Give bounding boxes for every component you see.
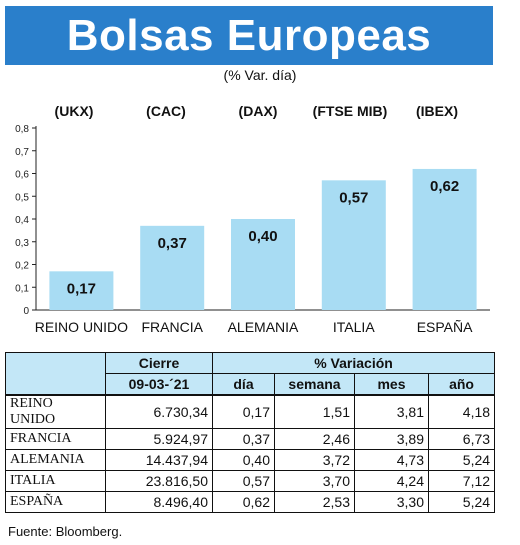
row-dia: 0,62	[212, 491, 275, 513]
header-semana: semana	[274, 373, 355, 396]
row-semana: 3,70	[274, 470, 355, 492]
bar	[140, 225, 205, 310]
index-label-cac: (CAC)	[146, 103, 186, 119]
row-ano: 4,18	[427, 394, 496, 429]
header-date: 09-03-´21	[105, 373, 213, 396]
y-tick-label: 0,7	[15, 147, 29, 158]
row-mes: 4,24	[354, 470, 429, 492]
x-category-label: FRANCIA	[141, 319, 203, 335]
bar-value-label: 0,17	[67, 280, 96, 297]
row-name: ALEMANIA	[5, 449, 106, 471]
table-corner-lower	[5, 373, 106, 396]
header-ano: año	[427, 373, 496, 396]
row-mes: 3,89	[354, 428, 429, 450]
row-ano: 6,73	[427, 428, 496, 450]
bar-chart: 0 0,1 0,2 0,3 0,4 0,5 0,6 0,7 0,8 0,17 REINO UNIDO…	[15, 124, 490, 335]
row-ano: 5,24	[427, 491, 496, 513]
bar	[412, 168, 477, 310]
bar	[231, 219, 295, 310]
bar-value-label: 0,37	[158, 235, 187, 252]
header-dia: día	[212, 373, 275, 396]
row-cierre: 8.496,40	[105, 491, 213, 513]
x-category-label: ALEMANIA	[228, 319, 299, 335]
row-ano: 7,12	[427, 470, 496, 492]
data-table: Cierre % Variación 09-03-´21 día semana …	[5, 352, 496, 513]
x-category-label: ESPAÑA	[417, 319, 473, 335]
row-mes: 3,81	[354, 394, 429, 429]
y-tick-label: 0,2	[15, 261, 29, 272]
row-name: FRANCIA	[5, 428, 106, 450]
row-mes: 4,73	[354, 449, 429, 471]
row-semana: 1,51	[274, 394, 355, 429]
y-tick-label: 0,4	[15, 215, 29, 226]
bar	[49, 271, 114, 310]
chart-title: Bolsas Europeas	[5, 6, 493, 65]
row-name: REINO UNIDO	[5, 394, 106, 429]
x-category-label: ITALIA	[333, 319, 375, 335]
row-semana: 2,53	[274, 491, 355, 513]
bar-value-label: 0,40	[248, 228, 277, 245]
bar-value-label: 0,62	[430, 178, 459, 195]
row-cierre: 14.437,94	[105, 449, 213, 471]
y-tick-label: 0,3	[15, 238, 29, 249]
row-ano: 5,24	[427, 449, 496, 471]
y-tick-label: 0,6	[15, 170, 29, 181]
row-dia: 0,40	[212, 449, 275, 471]
row-cierre: 6.730,34	[105, 394, 213, 429]
row-cierre: 23.816,50	[105, 470, 213, 492]
bar	[321, 180, 386, 310]
index-label-ukx: (UKX)	[54, 103, 94, 119]
y-tick-label: 0,5	[15, 192, 29, 203]
header-variacion: % Variación	[211, 352, 496, 374]
chart-subtitle: (% Var. día)	[223, 67, 297, 83]
row-dia: 0,57	[212, 470, 275, 492]
source-note: Fuente: Bloomberg.	[8, 524, 123, 539]
row-semana: 2,46	[274, 428, 355, 450]
y-tick-label: 0,1	[15, 283, 29, 294]
table-row: REINO UNIDO 6.730,34 0,17 1,51 3,81 4,18	[5, 394, 496, 429]
row-dia: 0,37	[212, 428, 275, 450]
table-row: ALEMANIA 14.437,94 0,40 3,72 4,73 5,24	[5, 449, 496, 471]
table-row: ITALIA 23.816,50 0,57 3,70 4,24 7,12	[5, 470, 496, 492]
table-corner	[5, 352, 106, 374]
y-tick-label: 0	[23, 306, 29, 317]
index-label-ftse-mib: (FTSE MIB)	[312, 103, 388, 119]
row-mes: 3,30	[354, 491, 429, 513]
table-row: ESPAÑA 8.496,40 0,62 2,53 3,30 5,24	[5, 491, 496, 513]
row-semana: 3,72	[274, 449, 355, 471]
row-name: ESPAÑA	[5, 491, 106, 513]
index-label-ibex: (IBEX)	[416, 103, 458, 119]
y-tick-label: 0,8	[15, 124, 29, 135]
row-name: ITALIA	[5, 470, 106, 492]
row-cierre: 5.924,97	[105, 428, 213, 450]
row-dia: 0,17	[212, 394, 275, 429]
header-cierre: Cierre	[105, 352, 213, 374]
table-row: FRANCIA 5.924,97 0,37 2,46 3,89 6,73	[5, 428, 496, 450]
bar-value-label: 0,57	[339, 189, 368, 206]
index-label-dax: (DAX)	[238, 103, 278, 119]
x-category-label: REINO UNIDO	[35, 319, 128, 335]
header-mes: mes	[354, 373, 429, 396]
